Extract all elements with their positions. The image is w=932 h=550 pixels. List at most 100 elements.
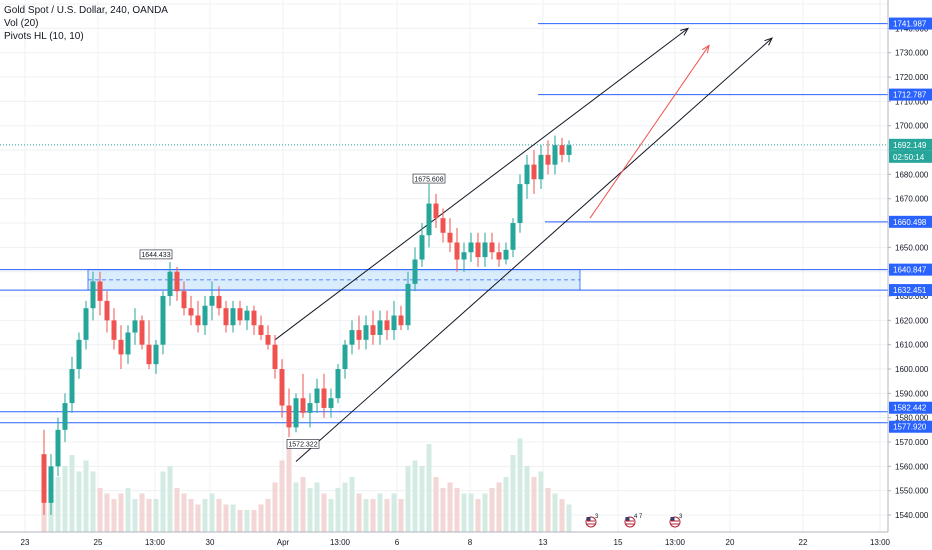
price-label-box[interactable] <box>889 138 932 151</box>
volume-bar <box>279 460 285 532</box>
candle-body[interactable] <box>188 308 194 316</box>
candle-body[interactable] <box>230 308 236 326</box>
candle-body[interactable] <box>566 145 572 155</box>
pivot-label: 1675.608 <box>414 176 443 183</box>
candle-body[interactable] <box>48 466 54 503</box>
candle-body[interactable] <box>62 403 68 430</box>
candle-body[interactable] <box>412 259 418 284</box>
candle-body[interactable] <box>461 252 467 260</box>
candle-body[interactable] <box>454 242 460 260</box>
candle-body[interactable] <box>293 398 299 428</box>
candle-body[interactable] <box>132 320 138 333</box>
candle-body[interactable] <box>160 296 166 345</box>
projection-line[interactable] <box>589 45 710 219</box>
candle-body[interactable] <box>286 405 292 428</box>
candle-body[interactable] <box>307 403 313 413</box>
candle-body[interactable] <box>447 232 453 243</box>
price-label-box[interactable] <box>889 284 932 297</box>
candle-body[interactable] <box>559 145 565 155</box>
price-label-box[interactable] <box>889 215 932 228</box>
candle-body[interactable] <box>272 344 278 370</box>
candle-body[interactable] <box>265 334 271 345</box>
volume-bar <box>461 493 467 532</box>
candle-body[interactable] <box>314 388 320 404</box>
candle-body[interactable] <box>538 154 544 180</box>
candle-body[interactable] <box>545 154 551 165</box>
candle-body[interactable] <box>139 320 145 345</box>
volume-bar <box>90 471 96 532</box>
volume-bar <box>363 499 369 532</box>
candle-body[interactable] <box>146 344 152 365</box>
candle-body[interactable] <box>496 252 502 260</box>
candle-body[interactable] <box>335 369 341 399</box>
candle-body[interactable] <box>342 344 348 370</box>
candle-body[interactable] <box>223 308 229 326</box>
candle-body[interactable] <box>405 283 411 326</box>
candle-body[interactable] <box>125 332 131 355</box>
candle-body[interactable] <box>167 271 173 297</box>
candle-body[interactable] <box>195 315 201 326</box>
candle-body[interactable] <box>321 388 327 408</box>
candle-body[interactable] <box>83 308 89 340</box>
candle-body[interactable] <box>531 164 537 180</box>
price-label-box[interactable] <box>889 263 932 276</box>
candle-body[interactable] <box>419 235 425 260</box>
legend-volume[interactable]: Vol (20) <box>4 18 39 29</box>
price-label-box[interactable] <box>889 17 932 30</box>
price-label-box[interactable] <box>889 401 932 414</box>
candle-body[interactable] <box>433 203 439 219</box>
candle-body[interactable] <box>524 164 530 185</box>
legend-pivots[interactable]: Pivots HL (10, 10) <box>4 31 84 42</box>
candle-body[interactable] <box>202 305 208 326</box>
candle-body[interactable] <box>216 296 222 309</box>
candle-body[interactable] <box>118 339 124 355</box>
candle-body[interactable] <box>251 310 257 326</box>
candle-body[interactable] <box>209 296 215 306</box>
candle-body[interactable] <box>349 330 355 345</box>
volume-bar <box>188 499 194 532</box>
candle-body[interactable] <box>90 281 96 309</box>
candle-body[interactable] <box>426 203 432 236</box>
candle-body[interactable] <box>517 184 523 224</box>
candle-body[interactable] <box>97 281 103 301</box>
candle-body[interactable] <box>111 320 117 340</box>
candle-body[interactable] <box>468 242 474 253</box>
candle-body[interactable] <box>475 242 481 258</box>
candle-body[interactable] <box>258 325 264 335</box>
trend-channel-line[interactable] <box>274 28 689 341</box>
candle-body[interactable] <box>482 242 488 258</box>
candle-body[interactable] <box>503 249 509 260</box>
candle-body[interactable] <box>370 325 376 335</box>
candle-body[interactable] <box>377 320 383 335</box>
candle-body[interactable] <box>279 369 285 406</box>
candle-body[interactable] <box>398 315 404 326</box>
candle-body[interactable] <box>237 308 243 321</box>
candle-body[interactable] <box>41 454 47 503</box>
candle-body[interactable] <box>300 398 306 413</box>
candle-body[interactable] <box>181 291 187 309</box>
candle-body[interactable] <box>384 320 390 331</box>
price-label-box[interactable] <box>889 88 932 101</box>
candle-body[interactable] <box>510 223 516 250</box>
candle-body[interactable] <box>153 344 159 365</box>
candle-body[interactable] <box>76 339 82 370</box>
time-tick-label: 13:00 <box>330 538 351 547</box>
candle-body[interactable] <box>489 242 495 253</box>
candle-body[interactable] <box>328 398 334 408</box>
price-label-box[interactable] <box>889 420 932 433</box>
candle-body[interactable] <box>363 325 369 340</box>
candle-body[interactable] <box>356 330 362 340</box>
legend-symbol[interactable]: Gold Spot / U.S. Dollar, 240, OANDA <box>4 5 168 16</box>
candle-body[interactable] <box>244 310 250 321</box>
candle-body[interactable] <box>104 300 110 321</box>
candle-body[interactable] <box>69 369 75 404</box>
candle-body[interactable] <box>391 315 397 331</box>
trend-channel-line[interactable] <box>295 37 773 462</box>
candle-body[interactable] <box>552 145 558 165</box>
candle-body[interactable] <box>55 429 61 467</box>
candle-body[interactable] <box>174 271 180 292</box>
candle-body[interactable] <box>440 218 446 233</box>
volume-bar <box>356 493 362 532</box>
volume-bar <box>531 477 537 532</box>
